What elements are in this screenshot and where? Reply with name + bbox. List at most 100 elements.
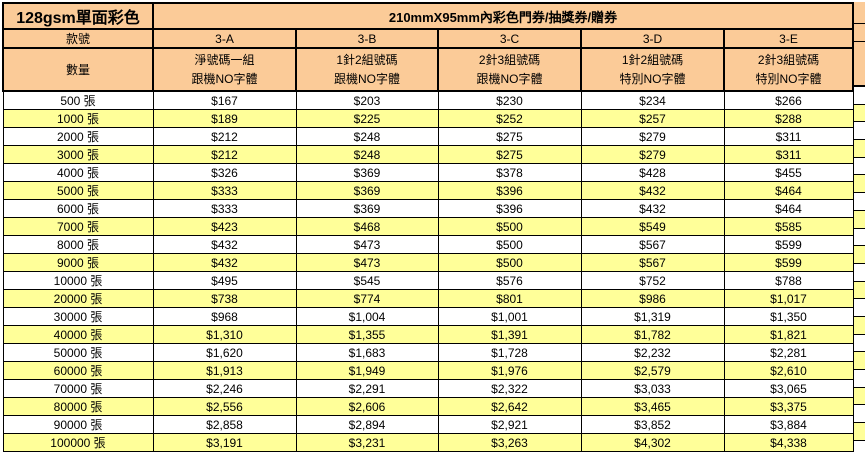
- price-cell[interactable]: $774: [295, 289, 439, 308]
- product-title[interactable]: 128gsm單面彩色: [2, 2, 154, 30]
- price-cell[interactable]: $3,033: [580, 379, 725, 398]
- quantity-cell[interactable]: 7000 張: [2, 217, 154, 236]
- price-cell[interactable]: $369: [295, 181, 439, 200]
- column-code[interactable]: 3-E: [723, 28, 854, 49]
- price-cell[interactable]: $567: [580, 235, 725, 254]
- price-cell[interactable]: $432: [152, 235, 297, 254]
- price-cell[interactable]: $234: [580, 90, 725, 110]
- price-cell[interactable]: $1,310: [152, 325, 297, 344]
- price-cell[interactable]: $275: [437, 127, 582, 146]
- price-cell[interactable]: $333: [152, 181, 297, 200]
- price-cell[interactable]: $2,894: [295, 415, 439, 434]
- price-cell[interactable]: $432: [580, 199, 725, 218]
- price-cell[interactable]: $500: [437, 235, 582, 254]
- price-cell[interactable]: $599: [723, 253, 854, 272]
- price-cell[interactable]: $248: [295, 127, 439, 146]
- quantity-cell[interactable]: 5000 張: [2, 181, 154, 200]
- price-cell[interactable]: $2,322: [437, 379, 582, 398]
- price-cell[interactable]: $1,004: [295, 307, 439, 326]
- price-cell[interactable]: $576: [437, 271, 582, 290]
- price-cell[interactable]: $189: [152, 109, 297, 128]
- price-cell[interactable]: $212: [152, 145, 297, 164]
- price-cell[interactable]: $252: [437, 109, 582, 128]
- column-desc[interactable]: 1針2組號碼 特別NO字體: [580, 47, 725, 92]
- price-cell[interactable]: $3,065: [723, 379, 854, 398]
- quantity-cell[interactable]: 40000 張: [2, 325, 154, 344]
- price-cell[interactable]: $2,606: [295, 397, 439, 416]
- price-cell[interactable]: $1,017: [723, 289, 854, 308]
- price-cell[interactable]: $473: [295, 235, 439, 254]
- quantity-cell[interactable]: 20000 張: [2, 289, 154, 308]
- column-code[interactable]: 3-D: [580, 28, 725, 49]
- price-cell[interactable]: $2,858: [152, 415, 297, 434]
- column-code[interactable]: 3-B: [295, 28, 439, 49]
- quantity-cell[interactable]: 90000 張: [2, 415, 154, 434]
- price-cell[interactable]: $396: [437, 181, 582, 200]
- price-cell[interactable]: $257: [580, 109, 725, 128]
- price-cell[interactable]: $1,976: [437, 361, 582, 380]
- quantity-cell[interactable]: 60000 張: [2, 361, 154, 380]
- quantity-label[interactable]: 數量: [2, 47, 154, 92]
- quantity-cell[interactable]: 70000 張: [2, 379, 154, 398]
- price-cell[interactable]: $2,642: [437, 397, 582, 416]
- price-cell[interactable]: $279: [580, 127, 725, 146]
- price-cell[interactable]: $279: [580, 145, 725, 164]
- price-cell[interactable]: $2,232: [580, 343, 725, 362]
- price-cell[interactable]: $432: [580, 181, 725, 200]
- price-cell[interactable]: $549: [580, 217, 725, 236]
- price-cell[interactable]: $275: [437, 145, 582, 164]
- quantity-cell[interactable]: 6000 張: [2, 199, 154, 218]
- price-cell[interactable]: $473: [295, 253, 439, 272]
- price-cell[interactable]: $738: [152, 289, 297, 308]
- quantity-cell[interactable]: 30000 張: [2, 307, 154, 326]
- price-cell[interactable]: $1,355: [295, 325, 439, 344]
- price-cell[interactable]: $225: [295, 109, 439, 128]
- price-cell[interactable]: $2,246: [152, 379, 297, 398]
- price-cell[interactable]: $326: [152, 163, 297, 182]
- column-desc[interactable]: 2針3組號碼 特別NO字體: [723, 47, 854, 92]
- price-cell[interactable]: $495: [152, 271, 297, 290]
- price-cell[interactable]: $288: [723, 109, 854, 128]
- column-desc[interactable]: 淨號碼一組 跟機NO字體: [152, 47, 297, 92]
- price-cell[interactable]: $3,852: [580, 415, 725, 434]
- price-cell[interactable]: $396: [437, 199, 582, 218]
- price-cell[interactable]: $500: [437, 217, 582, 236]
- spec-title[interactable]: 210mmX95mm內彩色門券/抽獎券/贈券: [152, 2, 854, 30]
- column-code[interactable]: 3-C: [437, 28, 582, 49]
- model-label[interactable]: 款號: [2, 28, 154, 49]
- price-cell[interactable]: $1,001: [437, 307, 582, 326]
- price-cell[interactable]: $230: [437, 90, 582, 110]
- price-cell[interactable]: $311: [723, 127, 854, 146]
- price-cell[interactable]: $1,821: [723, 325, 854, 344]
- price-cell[interactable]: $1,319: [580, 307, 725, 326]
- price-cell[interactable]: $369: [295, 199, 439, 218]
- price-cell[interactable]: $464: [723, 199, 854, 218]
- price-cell[interactable]: $788: [723, 271, 854, 290]
- quantity-cell[interactable]: 9000 張: [2, 253, 154, 272]
- price-cell[interactable]: $2,556: [152, 397, 297, 416]
- price-cell[interactable]: $599: [723, 235, 854, 254]
- price-cell[interactable]: $567: [580, 253, 725, 272]
- quantity-cell[interactable]: 50000 張: [2, 343, 154, 362]
- price-cell[interactable]: $203: [295, 90, 439, 110]
- price-cell[interactable]: $369: [295, 163, 439, 182]
- price-cell[interactable]: $432: [152, 253, 297, 272]
- price-cell[interactable]: $428: [580, 163, 725, 182]
- column-desc[interactable]: 2針3組號碼 跟機NO字體: [437, 47, 582, 92]
- price-cell[interactable]: $1,913: [152, 361, 297, 380]
- price-cell[interactable]: $248: [295, 145, 439, 164]
- price-cell[interactable]: $333: [152, 199, 297, 218]
- price-cell[interactable]: $1,728: [437, 343, 582, 362]
- price-cell[interactable]: $167: [152, 90, 297, 110]
- price-cell[interactable]: $423: [152, 217, 297, 236]
- price-cell[interactable]: $1,949: [295, 361, 439, 380]
- price-cell[interactable]: $801: [437, 289, 582, 308]
- price-cell[interactable]: $500: [437, 253, 582, 272]
- price-cell[interactable]: $2,291: [295, 379, 439, 398]
- quantity-cell[interactable]: 8000 張: [2, 235, 154, 254]
- price-cell[interactable]: $1,683: [295, 343, 439, 362]
- price-cell[interactable]: $3,884: [723, 415, 854, 434]
- price-cell[interactable]: $1,782: [580, 325, 725, 344]
- price-cell[interactable]: $468: [295, 217, 439, 236]
- quantity-cell[interactable]: 2000 張: [2, 127, 154, 146]
